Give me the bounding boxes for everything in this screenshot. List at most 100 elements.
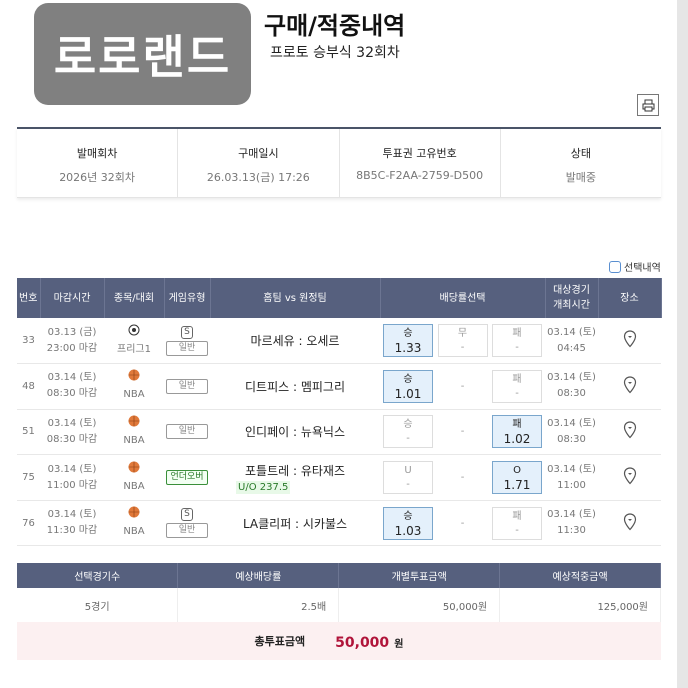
odds-option[interactable]: O 1.71 xyxy=(492,461,542,495)
close-date: 03.14 (토) xyxy=(47,372,97,384)
column-header: 홈팀 vs 원정팀 xyxy=(210,278,381,318)
summary-header: 예상적중금액 xyxy=(499,563,661,588)
league: NBA xyxy=(123,389,145,401)
game-type-badge: 일반 xyxy=(166,523,208,539)
match-teams: 마르세유 : 오세르 xyxy=(250,334,340,349)
close-date: 03.14 (토) xyxy=(47,509,97,521)
page-title: 구매/적중내역 xyxy=(264,12,406,40)
info-ticket-id: 투표권 고유번호 8B5C-F2AA-2759-D500 xyxy=(340,129,501,197)
odds-option[interactable]: 패- xyxy=(492,506,542,540)
match-teams: 디트피스 : 멤피그리 xyxy=(245,379,345,394)
odds-option[interactable]: 승 1.01 xyxy=(383,369,433,403)
game-time: 04:45 xyxy=(557,342,586,354)
summary-table: 선택경기수 예상배당률 개별투표금액 예상적중금액 5경기 2.5배 50,00… xyxy=(17,563,661,622)
column-header: 번호 xyxy=(17,278,41,318)
close-date: 03.14 (토) xyxy=(47,417,97,429)
info-round: 발매회차 2026년 32회차 xyxy=(17,129,179,197)
basketball-icon xyxy=(128,369,140,381)
game-type-badge: 일반 xyxy=(166,378,208,394)
print-button[interactable] xyxy=(637,94,659,116)
close-time: 08:30 마감 xyxy=(46,433,98,445)
odds-option-empty: - xyxy=(460,472,465,484)
match-teams: LA클리퍼 : 시카불스 xyxy=(242,516,348,531)
basketball-icon xyxy=(128,461,140,473)
total-bar: 총투표금액 50,000 원 xyxy=(17,622,661,660)
table-row: 76 03.14 (토) 11:30 마감 NBA S 일반 LA클리퍼 : 시카불… xyxy=(17,500,661,547)
game-number: 48 xyxy=(17,363,40,410)
match-teams: 포틀트레 : 유타재즈 xyxy=(245,463,345,478)
total-label: 총투표금액 xyxy=(254,635,306,648)
odds-option[interactable]: 무- xyxy=(437,324,488,358)
odds-option[interactable]: U- xyxy=(383,461,433,495)
table-row: 75 03.14 (토) 11:00 마감 NBA 언더오버 포틀트레 : 유타재… xyxy=(17,454,661,501)
close-time: 11:00 마감 xyxy=(46,479,98,491)
odds-option[interactable]: 승 1.33 xyxy=(383,324,433,358)
bet-table: 번호 마감시간 종목/대회 게임유형 홈팀 vs 원정팀 배당률선택 대상경기 개최시간 장소… xyxy=(17,278,662,547)
odds-option[interactable]: 승 1.03 xyxy=(383,506,433,540)
expected-odds: 2.5배 xyxy=(177,588,340,622)
game-date: 03.14 (토) xyxy=(547,326,596,338)
location-pin-icon[interactable] xyxy=(623,467,637,485)
game-type-badge: 일반 xyxy=(166,340,208,356)
soccer-ball-icon xyxy=(128,324,140,336)
close-time: 11:30 마감 xyxy=(46,525,98,537)
special-badge: S xyxy=(181,325,193,339)
location-pin-icon[interactable] xyxy=(623,513,637,531)
close-time: 08:30 마감 xyxy=(46,388,98,400)
odds-option-empty: - xyxy=(460,517,465,529)
game-time: 08:30 xyxy=(557,388,586,400)
expected-payout: 125,000원 xyxy=(499,588,661,622)
game-date: 03.14 (토) xyxy=(547,417,596,429)
table-row: 51 03.14 (토) 08:30 마감 NBA 일반 인디페이 : 뉴욕닉스 … xyxy=(17,409,661,456)
printer-icon xyxy=(642,99,654,111)
game-time: 08:30 xyxy=(557,433,586,445)
odds-option[interactable]: 패 1.02 xyxy=(492,415,542,449)
match-teams: 인디페이 : 뉴욕닉스 xyxy=(245,425,345,440)
column-header: 대상경기 개최시간 xyxy=(545,278,599,318)
close-date: 03.14 (토) xyxy=(47,463,97,475)
league: 프리그1 xyxy=(117,343,151,355)
column-header: 게임유형 xyxy=(164,278,211,318)
game-number: 51 xyxy=(17,409,40,456)
selection-only-checkbox[interactable]: 선택내역 xyxy=(609,259,661,274)
bet-amount: 50,000원 xyxy=(338,588,501,622)
game-date: 03.14 (토) xyxy=(547,372,596,384)
odds-option[interactable]: 승- xyxy=(383,415,433,449)
uo-line: U/O 237.5 xyxy=(236,480,291,494)
location-pin-icon[interactable] xyxy=(623,376,637,394)
game-time: 11:30 xyxy=(557,525,586,537)
close-time: 23:00 마감 xyxy=(46,342,98,354)
column-header: 마감시간 xyxy=(40,278,105,318)
league: NBA xyxy=(123,526,145,538)
table-row: 48 03.14 (토) 08:30 마감 NBA 일반 디트피스 : 멤피그리 … xyxy=(17,363,661,410)
odds-option[interactable]: 패- xyxy=(492,369,542,403)
game-number: 33 xyxy=(17,318,40,365)
league: NBA xyxy=(123,480,145,492)
info-purchase-time: 구매일시 26.03.13(금) 17:26 xyxy=(178,129,340,197)
close-date: 03.13 (금) xyxy=(47,326,97,338)
game-type-badge: 일반 xyxy=(166,424,208,440)
location-pin-icon[interactable] xyxy=(623,330,637,348)
league: NBA xyxy=(123,434,145,446)
total-unit: 원 xyxy=(394,638,404,650)
page-subtitle: 프로토 승부식 32회차 xyxy=(270,45,400,61)
game-time: 11:00 xyxy=(557,479,586,491)
selected-games: 5경기 xyxy=(17,588,179,622)
scrollbar[interactable] xyxy=(677,0,688,688)
location-pin-icon[interactable] xyxy=(623,421,637,439)
game-date: 03.14 (토) xyxy=(547,463,596,475)
info-status: 상태 발매중 xyxy=(565,147,597,184)
column-header: 종목/대회 xyxy=(104,278,165,318)
game-date: 03.14 (토) xyxy=(547,509,596,521)
column-header: 배당률선택 xyxy=(380,278,546,318)
column-header: 장소 xyxy=(598,278,662,318)
odds-option[interactable]: 패- xyxy=(492,324,542,358)
odds-option-empty: - xyxy=(460,380,465,392)
basketball-icon xyxy=(128,506,140,518)
game-type-badge: 언더오버 xyxy=(166,470,208,486)
table-row: 33 03.13 (금) 23:00 마감 프리그1 S 일반 마르세유 : 오세르… xyxy=(17,318,661,365)
total-amount: 50,000 xyxy=(335,634,390,651)
ticket-info: 발매회차 2026년 32회차 구매일시 26.03.13(금) 17:26 투표권… xyxy=(17,127,661,198)
checkbox-icon[interactable] xyxy=(609,260,621,273)
odds-option-empty: - xyxy=(460,426,465,438)
